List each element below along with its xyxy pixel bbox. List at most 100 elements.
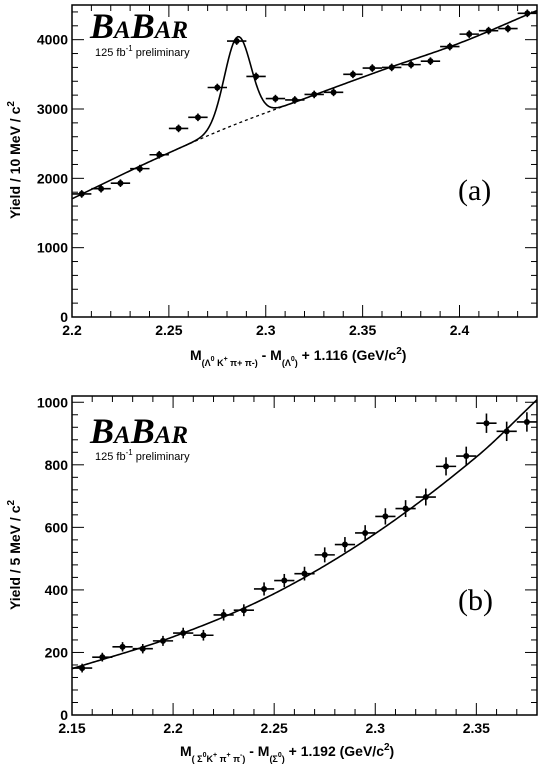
data-point	[72, 663, 93, 673]
point-marker	[99, 654, 106, 661]
point-marker	[311, 91, 318, 98]
panel-b: 2.15 2.2 2.25 2.3 2.35 0 200 400 600 800 1000 BAB…	[6, 394, 538, 764]
point-marker	[78, 190, 85, 197]
data-point	[517, 9, 537, 18]
point-marker	[200, 632, 207, 639]
x-tick-label: 2.15	[58, 720, 85, 736]
x-axis-title-a: M(Λ0 K+ π+ π-) - M(Λ0) + 1.116 (GeV/c2)	[190, 346, 406, 368]
plot-frame-b	[71, 395, 538, 716]
point-marker	[523, 418, 530, 425]
data-point	[355, 525, 376, 541]
point-marker	[281, 577, 288, 584]
point-marker	[119, 643, 126, 650]
data-point	[478, 26, 499, 35]
point-marker	[443, 463, 450, 470]
y-axis-title-b: Yield / 5 MeV / c2	[6, 500, 23, 611]
point-marker	[362, 529, 369, 536]
point-marker	[79, 665, 86, 672]
x-tick-label: 2.25	[261, 720, 288, 736]
point-marker	[483, 420, 490, 427]
y-tick-labels-b: 0 200 400 600 800 1000	[37, 394, 68, 723]
point-marker	[220, 611, 227, 618]
luminosity-note-a: 125 fb-1 preliminary	[95, 44, 190, 59]
data-point	[149, 150, 169, 159]
data-point	[274, 573, 295, 588]
x-tick-label: 2.35	[463, 720, 490, 736]
data-point	[132, 644, 153, 654]
data-point	[415, 488, 436, 506]
point-marker	[349, 71, 356, 78]
data-point	[420, 57, 441, 65]
point-marker	[330, 89, 337, 96]
point-marker	[214, 84, 221, 91]
data-point	[265, 94, 286, 103]
data-point	[395, 500, 416, 518]
x-tick-label: 2.3	[366, 720, 386, 736]
babar-logo-a: BABAR	[89, 6, 188, 46]
y-tick-label: 2000	[37, 170, 68, 186]
point-marker	[272, 95, 279, 102]
data-point	[294, 566, 315, 581]
luminosity-note-b: 125 fb-1 preliminary	[95, 448, 190, 463]
data-point	[401, 60, 421, 69]
point-marker	[422, 494, 429, 501]
y-axis-title-a: Yield / 10 MeV / c2	[6, 101, 23, 219]
data-point	[188, 113, 208, 122]
data-point	[193, 629, 214, 641]
point-marker	[156, 151, 163, 158]
point-marker	[233, 38, 240, 45]
y-gridticks-a	[71, 5, 538, 318]
point-marker	[253, 73, 260, 80]
point-marker	[117, 180, 124, 187]
y-tick-label: 1000	[37, 394, 68, 410]
data-point	[92, 652, 113, 662]
x-tick-label: 2.2	[163, 720, 183, 736]
point-marker	[485, 27, 492, 34]
data-point	[233, 604, 254, 617]
data-point	[334, 537, 356, 553]
x-tick-labels-b: 2.15 2.2 2.25 2.3 2.35	[58, 720, 490, 736]
data-point	[173, 627, 194, 639]
point-marker	[159, 637, 166, 644]
y-tick-label: 4000	[37, 32, 68, 48]
data-point	[112, 642, 133, 652]
point-marker	[466, 31, 473, 38]
y-tick-label: 0	[60, 309, 68, 325]
point-marker	[139, 645, 146, 652]
panel-a: 2.2 2.25 2.3 2.35 2.4 0 1000 2000 3000 4000 BABA…	[6, 4, 538, 368]
point-marker	[504, 25, 511, 32]
data-point	[314, 547, 335, 563]
babar-logo-b: BABAR	[89, 411, 188, 451]
data-point	[343, 70, 363, 79]
data-point	[323, 88, 344, 97]
data-point	[362, 64, 382, 72]
data-points-b	[72, 412, 537, 673]
data-point	[304, 90, 324, 99]
point-marker	[240, 607, 247, 614]
point-marker	[98, 185, 105, 192]
data-point	[440, 42, 460, 51]
data-point	[213, 609, 234, 621]
point-marker	[261, 585, 268, 592]
x-tick-label: 2.4	[450, 322, 470, 338]
point-marker	[408, 61, 415, 68]
x-tick-label: 2.25	[155, 322, 182, 338]
y-tick-label: 200	[45, 644, 69, 660]
data-point	[496, 421, 517, 442]
x-tick-labels-a: 2.2 2.25 2.3 2.35 2.4	[62, 322, 469, 338]
data-point	[152, 635, 174, 646]
data-point	[168, 124, 189, 133]
data-point	[456, 446, 477, 466]
point-marker	[369, 65, 376, 72]
point-marker	[136, 165, 143, 172]
data-point	[285, 96, 305, 104]
x-tick-label: 2.35	[349, 322, 376, 338]
data-point	[72, 190, 92, 198]
panel-label-b: (b)	[458, 584, 493, 617]
point-marker	[301, 570, 308, 577]
x-tick-label: 2.2	[62, 322, 82, 338]
x-axis-title-b: M( Σ0K+ π+ π-) - M(Σ0) + 1.192 (GeV/c2)	[180, 742, 394, 764]
y-tick-label: 600	[45, 519, 69, 535]
data-point	[253, 582, 275, 596]
